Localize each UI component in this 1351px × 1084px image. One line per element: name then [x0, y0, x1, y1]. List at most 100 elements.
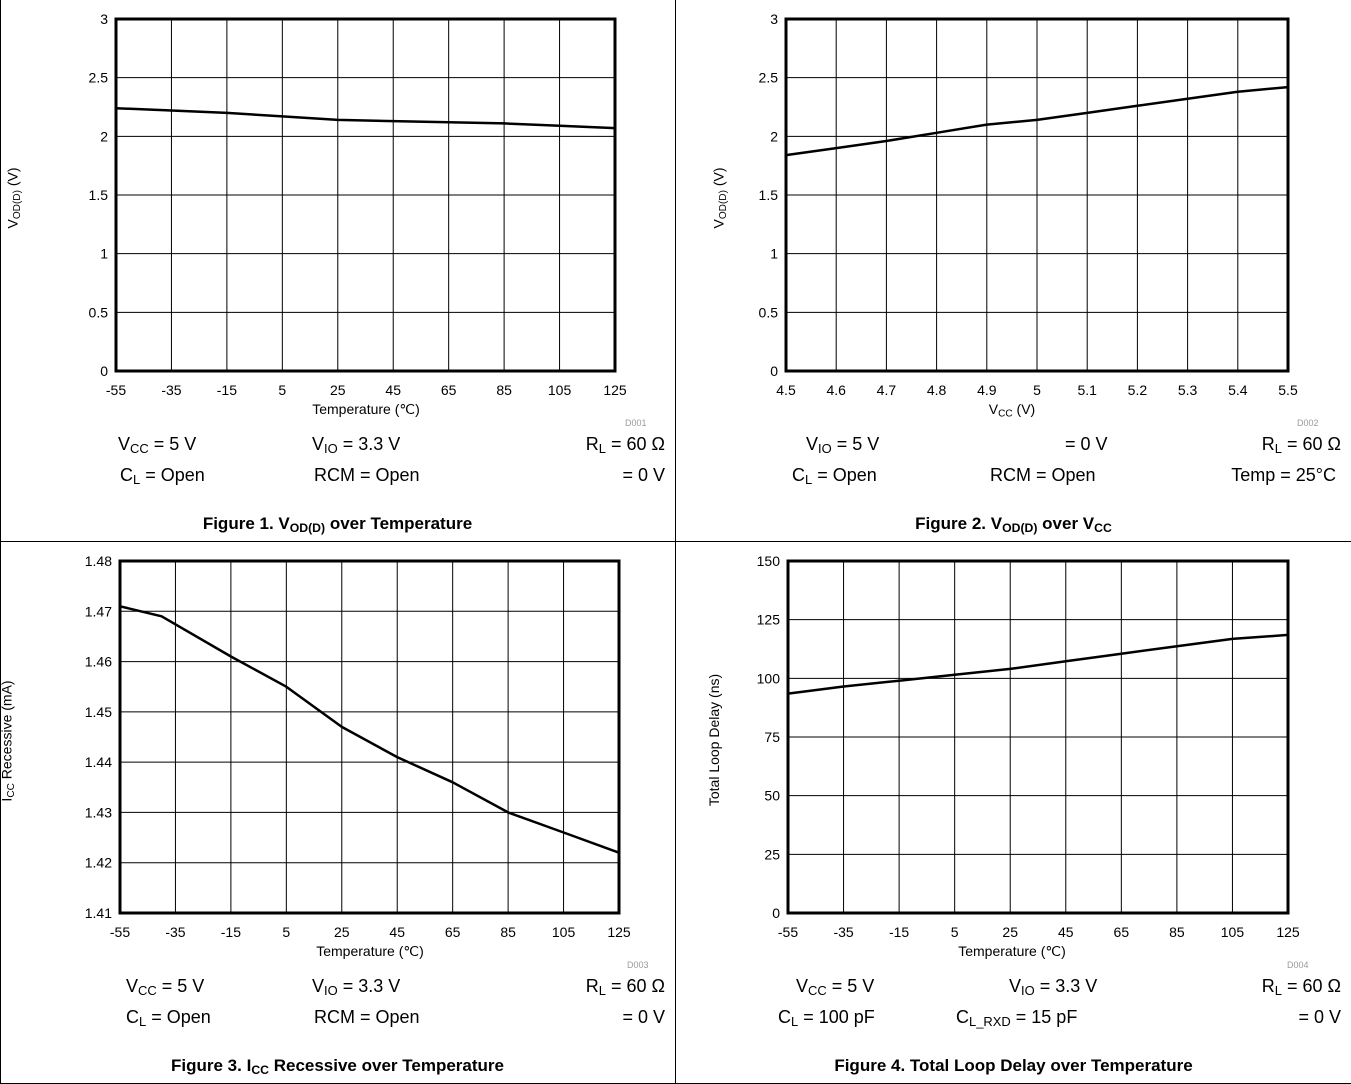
figure-1-code: D001: [625, 418, 647, 428]
x-tick-label: 125: [1276, 924, 1300, 940]
x-tick-label: 4.7: [877, 382, 897, 398]
y-tick-label: 3: [100, 11, 108, 27]
x-tick-label: 105: [548, 382, 572, 398]
figure-2-plot: 4.5 4.6 4.7 4.8 4.9 5 5.1 5.2 5.3 5.4 5.5 0 0.5 1 1.5 2…: [759, 11, 1298, 398]
figure-3-condition-cl: CL = Open: [126, 1007, 211, 1030]
figure-1-condition-rl: RL = 60 Ω: [585, 434, 665, 457]
y-tick-label: 100: [757, 670, 781, 686]
y-tick-label: 1: [770, 246, 778, 262]
figure-4-caption: Figure 4. Total Loop Delay over Temperat…: [834, 1056, 1193, 1075]
x-tick-label: -15: [217, 382, 237, 398]
x-tick-label: -35: [161, 382, 181, 398]
x-tick-label: 45: [1058, 924, 1074, 940]
series-line: [115, 106, 616, 130]
x-tick-label: 25: [1002, 924, 1018, 940]
figure-3-caption: Figure 3. ICC Recessive over Temperature: [171, 1056, 504, 1078]
figure-1-condition-vcc: VCC = 5 V: [118, 434, 197, 457]
x-tick-label: 5.5: [1278, 382, 1298, 398]
figure-1-panel: -55 -35 -15 5 25 45 65 85 105 125 0 0.5 1 1.5 2 2.5 3 VO…: [0, 0, 675, 542]
figure-4-condition-cl: CL = 100 pF: [778, 1007, 875, 1030]
y-tick-label: 1.5: [89, 187, 109, 203]
y-tick-label: 0: [770, 363, 778, 379]
x-tick-label: 5.1: [1077, 382, 1097, 398]
figure-2-y-axis-label: VOD(D) (V): [710, 167, 730, 229]
y-tick-label: 1.48: [85, 553, 112, 569]
y-tick-label: 1.41: [85, 905, 112, 921]
figure-3-panel: -55 -35 -15 5 25 45 65 85 105 125 1.41 1.42 1.43 1.44…: [0, 542, 675, 1084]
figure-4-y-axis-label: Total Loop Delay (ns): [706, 673, 723, 807]
figure-3-condition-v: = 0 V: [622, 1007, 665, 1027]
figure-1-condition-rcm: RCM = Open: [314, 465, 420, 485]
y-tick-label: 1.43: [85, 804, 112, 820]
x-tick-label: 85: [1169, 924, 1185, 940]
plot-frame: [784, 17, 1290, 373]
y-tick-label: 0: [100, 363, 108, 379]
figure-2-code: D002: [1297, 418, 1319, 428]
figure-1-condition-cl: CL = Open: [120, 465, 205, 488]
figure-4-panel: -55 -35 -15 5 25 45 65 85 105 125 0 25 50 75 100 125 150…: [676, 542, 1351, 1084]
y-tick-label: 3: [770, 11, 778, 27]
figure-4-condition-vcc: VCC = 5 V: [796, 976, 875, 999]
x-tick-label: 4.5: [776, 382, 796, 398]
y-tick-label: 125: [757, 612, 781, 628]
figure-1-condition-vio: VIO = 3.3 V: [312, 434, 401, 457]
x-tick-label: -55: [778, 924, 798, 940]
x-tick-label: 85: [500, 924, 516, 940]
plot-frame: [114, 17, 617, 373]
y-tick-label: 1: [100, 246, 108, 262]
figure-3-plot: -55 -35 -15 5 25 45 65 85 105 125 1.41 1.42 1.43 1.44…: [85, 553, 631, 940]
figure-2-condition-cl: CL = Open: [792, 465, 877, 488]
x-tick-label: 105: [552, 924, 576, 940]
figure-1-caption: Figure 1. VOD(D) over Temperature: [202, 514, 473, 536]
figure-2-condition-rcm: RCM = Open: [990, 465, 1096, 485]
x-tick-label: 5: [1033, 382, 1041, 398]
figure-2-condition-rl: RL = 60 Ω: [1261, 434, 1341, 457]
y-tick-label: 50: [764, 788, 780, 804]
figure-4-condition-cl-rxd: CL_RXD = 15 pF: [956, 1007, 1078, 1030]
x-tick-label: 105: [1221, 924, 1245, 940]
x-tick-label: 65: [445, 924, 461, 940]
x-tick-label: 4.6: [826, 382, 846, 398]
x-tick-label: -35: [165, 924, 185, 940]
series-line: [785, 85, 1289, 157]
y-tick-label: 150: [757, 553, 781, 569]
y-tick-label: 1.42: [85, 855, 112, 871]
x-tick-label: 5: [282, 924, 290, 940]
series-line: [119, 605, 620, 854]
figure-2-condition-temp: Temp = 25°C: [1231, 465, 1336, 485]
y-tick-label: 0.5: [89, 304, 109, 320]
x-tick-label: 45: [385, 382, 401, 398]
figure-1-plot: -55 -35 -15 5 25 45 65 85 105 125 0 0.5 1 1.5 2 2.5 3: [89, 11, 627, 398]
figure-4-condition-vio: VIO = 3.3 V: [1009, 976, 1098, 999]
x-tick-label: 4.9: [977, 382, 997, 398]
figure-2-condition-vio: VIO = 5 V: [806, 434, 880, 457]
y-tick-label: 2.5: [759, 70, 779, 86]
y-tick-label: 2: [770, 128, 778, 144]
y-tick-label: 25: [764, 846, 780, 862]
figure-3-condition-rcm: RCM = Open: [314, 1007, 420, 1027]
plot-frame: [786, 559, 1290, 915]
x-tick-label: 25: [330, 382, 346, 398]
x-tick-label: -15: [889, 924, 909, 940]
y-tick-label: 1.47: [85, 603, 112, 619]
figure-4-code: D004: [1287, 960, 1309, 970]
x-tick-label: 5.2: [1128, 382, 1148, 398]
y-tick-label: 75: [764, 729, 780, 745]
figure-3-x-axis-label: Temperature (℃): [316, 943, 424, 959]
figure-3-code: D003: [627, 960, 649, 970]
x-tick-label: -55: [110, 924, 130, 940]
figure-1-y-axis-label: VOD(D) (V): [4, 167, 24, 229]
figure-3-condition-rl: RL = 60 Ω: [585, 976, 665, 999]
x-tick-label: 125: [607, 924, 631, 940]
x-tick-label: 85: [496, 382, 512, 398]
figure-3-y-axis-label: ICC Recessive (mA): [0, 680, 18, 802]
x-tick-label: -55: [106, 382, 126, 398]
figure-1-condition-v: = 0 V: [622, 465, 665, 485]
vertical-divider: [675, 0, 676, 1084]
y-tick-label: 1.46: [85, 654, 112, 670]
figure-3-condition-vcc: VCC = 5 V: [126, 976, 205, 999]
y-tick-label: 1.5: [759, 187, 779, 203]
series-line: [787, 633, 1289, 695]
x-tick-label: 5: [278, 382, 286, 398]
